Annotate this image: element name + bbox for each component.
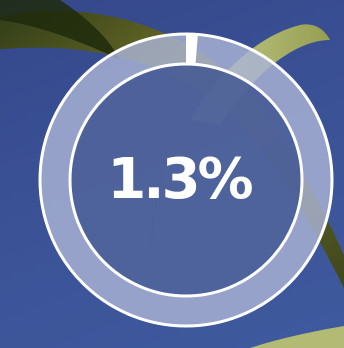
ring-hole bbox=[70, 64, 302, 296]
grass-blade-dark bbox=[0, 0, 120, 60]
percent-segment bbox=[186, 34, 198, 65]
percent-label: 1.3% bbox=[107, 147, 253, 212]
grass-blade-lower bbox=[250, 326, 344, 348]
donut-chart bbox=[38, 32, 334, 328]
